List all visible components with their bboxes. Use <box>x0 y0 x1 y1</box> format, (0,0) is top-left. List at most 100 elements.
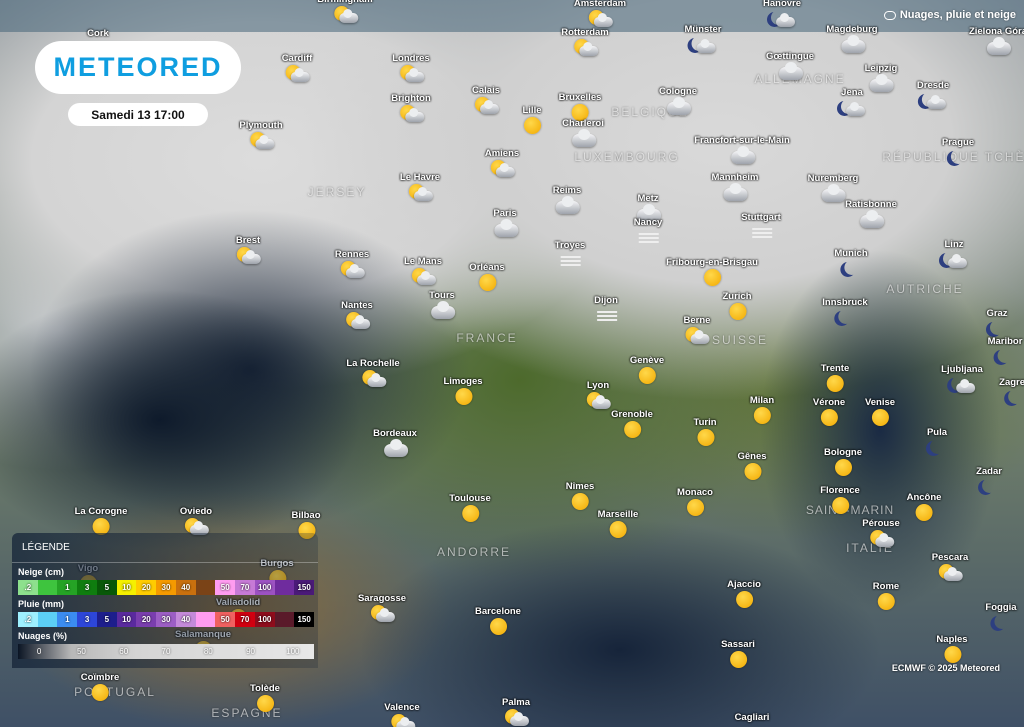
city-marker[interactable]: Pérouse <box>862 518 900 548</box>
city-marker[interactable]: Leipzig <box>865 63 897 93</box>
city-marker[interactable]: Saragosse <box>358 593 406 623</box>
city-marker[interactable]: Zagreb <box>999 377 1024 407</box>
city-marker[interactable]: Calais <box>472 85 500 115</box>
city-marker[interactable]: Tolède <box>250 683 280 713</box>
city-marker[interactable]: Barcelone <box>475 606 521 636</box>
city-marker[interactable]: Nancy <box>634 217 662 247</box>
city-marker[interactable]: Rotterdam <box>561 27 609 57</box>
city-marker[interactable]: Cork <box>87 28 109 39</box>
cloud-icon <box>494 219 518 238</box>
city-marker[interactable]: Dresde <box>917 80 949 110</box>
city-marker[interactable]: Amsterdam <box>574 0 626 28</box>
city-marker[interactable]: Florence <box>820 485 860 515</box>
city-marker[interactable]: Trente <box>821 363 849 393</box>
city-name: Lille <box>522 105 542 116</box>
city-marker[interactable]: Sassari <box>721 639 755 669</box>
city-marker[interactable]: Dijon <box>594 295 618 325</box>
city-marker[interactable]: Nantes <box>341 300 373 330</box>
city-marker[interactable]: Cologne <box>659 86 697 116</box>
clouds-label: Nuages (%) <box>18 631 68 641</box>
city-marker[interactable]: Zadar <box>976 466 1002 496</box>
city-marker[interactable]: Genève <box>630 355 664 385</box>
city-marker[interactable]: Brest <box>236 235 261 265</box>
city-marker[interactable]: La Rochelle <box>346 358 400 388</box>
city-marker[interactable]: Magdeburg <box>826 24 878 54</box>
city-marker[interactable]: Rome <box>873 581 899 611</box>
city-marker[interactable]: Pescara <box>932 552 968 582</box>
city-marker[interactable]: Lyon <box>587 380 611 410</box>
city-marker[interactable]: Plymouth <box>239 120 283 150</box>
city-marker[interactable]: Ajaccio <box>727 579 761 609</box>
city-marker[interactable]: Limoges <box>443 376 483 406</box>
city-marker[interactable]: Fribourg-en-Brisgau <box>666 257 758 287</box>
city-marker[interactable]: Nuremberg <box>808 173 858 203</box>
city-marker[interactable]: Le Mans <box>404 256 442 286</box>
city-marker[interactable]: Francfort-sur-le-Main <box>694 135 790 165</box>
city-marker[interactable]: Monaco <box>677 487 713 517</box>
city-marker[interactable]: Mannheim <box>712 172 758 202</box>
city-marker[interactable]: Bordeaux <box>373 428 417 458</box>
city-marker[interactable]: Ancône <box>907 492 941 522</box>
city-marker[interactable]: Reims <box>553 185 581 215</box>
city-marker[interactable]: Oviedo <box>180 506 212 536</box>
city-marker[interactable]: Orléans <box>469 262 505 292</box>
city-marker[interactable]: Toulouse <box>449 493 491 523</box>
sun-icon <box>818 409 840 427</box>
city-marker[interactable]: Ljubljana <box>941 364 983 394</box>
city-marker[interactable]: Brighton <box>391 93 431 123</box>
city-marker[interactable]: Charleroi <box>562 118 604 148</box>
city-marker[interactable]: Londres <box>392 53 430 83</box>
city-marker[interactable]: Paris <box>493 208 518 238</box>
city-marker[interactable]: Marseille <box>598 509 638 539</box>
city-marker[interactable]: Prague <box>942 137 974 167</box>
city-marker[interactable]: Metz <box>637 193 661 223</box>
city-marker[interactable]: Cagliari <box>735 712 770 723</box>
city-marker[interactable]: Pula <box>926 427 948 457</box>
city-marker[interactable]: Linz <box>943 239 967 269</box>
city-marker[interactable]: Milan <box>750 395 774 425</box>
city-marker[interactable]: Naples <box>936 634 968 664</box>
city-marker[interactable]: Ratisbonne <box>845 199 897 229</box>
city-marker[interactable]: Munich <box>834 248 867 278</box>
city-marker[interactable]: Foggia <box>985 602 1016 632</box>
city-marker[interactable]: Birmingham <box>317 0 373 24</box>
city-marker[interactable]: Palma <box>502 697 530 727</box>
city-marker[interactable]: Jena <box>841 87 865 117</box>
city-name: Oviedo <box>179 506 213 517</box>
city-name: Palma <box>502 697 530 708</box>
sun-icon <box>487 618 509 636</box>
city-marker[interactable]: Venise <box>865 397 895 427</box>
city-marker[interactable]: Troyes <box>555 240 585 270</box>
city-marker[interactable]: Berne <box>684 315 710 345</box>
city-marker[interactable]: Le Havre <box>400 172 440 202</box>
city-marker[interactable]: Tours <box>429 290 455 320</box>
city-marker[interactable]: Zurich <box>722 291 752 321</box>
city-marker[interactable]: Rennes <box>335 249 369 279</box>
city-name: Calais <box>472 85 500 96</box>
city-marker[interactable]: Valence <box>384 702 420 727</box>
city-marker[interactable]: Lille <box>521 105 543 135</box>
city-marker[interactable]: Amiens <box>485 148 519 178</box>
city-marker[interactable]: La Corogne <box>75 506 127 536</box>
city-marker[interactable]: Bruxelles <box>559 92 601 122</box>
scale-swatch <box>195 612 216 627</box>
city-marker[interactable]: Cardiff <box>282 53 312 83</box>
city-marker[interactable]: Turin <box>693 417 717 447</box>
city-marker[interactable]: Vérone <box>813 397 845 427</box>
city-marker[interactable]: Gênes <box>737 451 767 481</box>
city-marker[interactable]: Nîmes <box>566 481 594 511</box>
city-marker[interactable]: Innsbruck <box>822 297 867 327</box>
city-marker[interactable]: Münster <box>685 24 721 54</box>
city-marker[interactable]: Maribor <box>988 336 1023 366</box>
city-marker[interactable]: Grenoble <box>611 409 653 439</box>
city-marker[interactable]: Zielona Góra <box>969 26 1024 56</box>
city-marker[interactable]: Coïmbre <box>81 672 119 702</box>
city-name: Ratisbonne <box>845 199 897 210</box>
city-marker[interactable]: Graz <box>986 308 1008 338</box>
meteored-logo[interactable]: METEORED <box>35 41 241 94</box>
city-marker[interactable]: Stuttgart <box>741 212 781 242</box>
city-marker[interactable]: Bologne <box>824 447 862 477</box>
city-marker[interactable]: Hanovre <box>763 0 801 28</box>
layer-selector[interactable]: Nuages, pluie et neige <box>883 9 1016 21</box>
city-marker[interactable]: Gœttingue <box>766 51 814 81</box>
